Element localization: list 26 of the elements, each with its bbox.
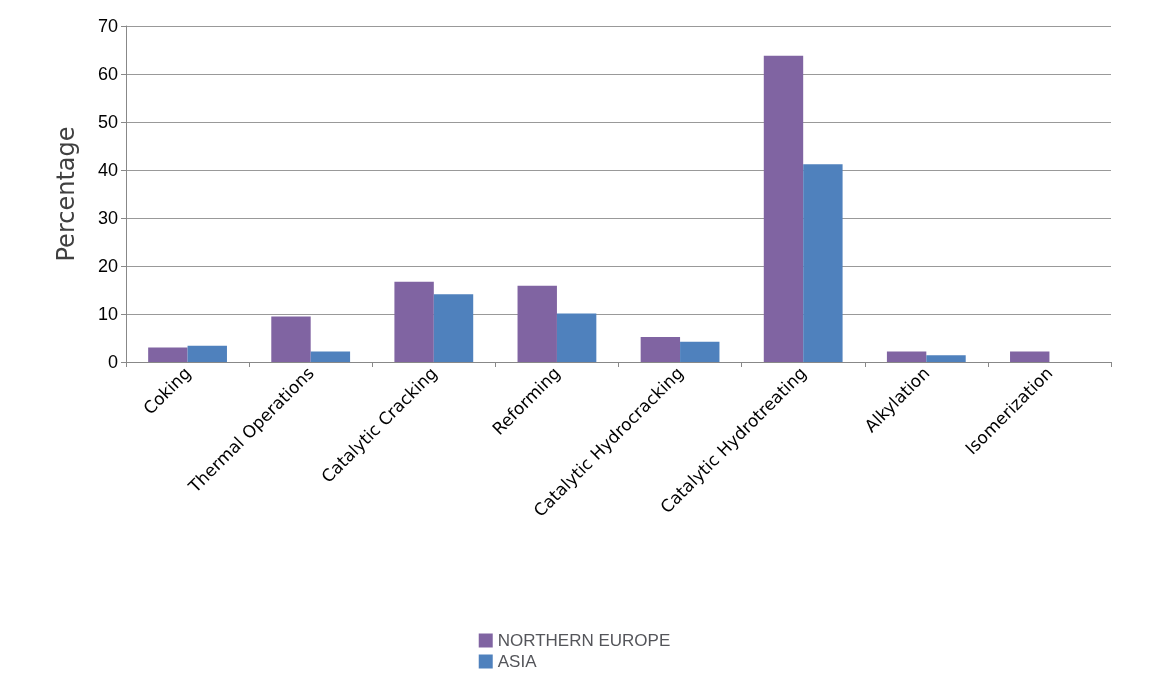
- bar: [394, 281, 434, 362]
- bar: [763, 55, 804, 362]
- bar: [640, 337, 681, 362]
- bar: [148, 347, 188, 362]
- bar: [926, 355, 966, 362]
- y-tick-label: 50: [97, 112, 118, 132]
- bar: [1010, 351, 1050, 362]
- bar: [886, 351, 927, 362]
- bar: [271, 316, 311, 362]
- bar: [433, 294, 474, 362]
- y-axis-title: Percentage: [52, 126, 80, 262]
- y-tick-label: 40: [97, 160, 118, 180]
- y-tick-label: 0: [107, 352, 118, 372]
- legend-label: ASIA: [497, 652, 538, 671]
- bar: [517, 285, 557, 362]
- y-tick-label: 70: [97, 16, 118, 36]
- bar: [680, 341, 720, 362]
- bar: [556, 313, 597, 362]
- y-tick-label: 10: [97, 304, 118, 324]
- y-tick-label: 20: [97, 256, 118, 276]
- bar: [310, 351, 351, 362]
- y-tick-label: 60: [97, 64, 118, 84]
- legend-label: NORTHERN EUROPE: [497, 631, 671, 650]
- bar: [803, 164, 843, 362]
- y-tick-label: 30: [97, 208, 118, 228]
- bar: [187, 345, 227, 362]
